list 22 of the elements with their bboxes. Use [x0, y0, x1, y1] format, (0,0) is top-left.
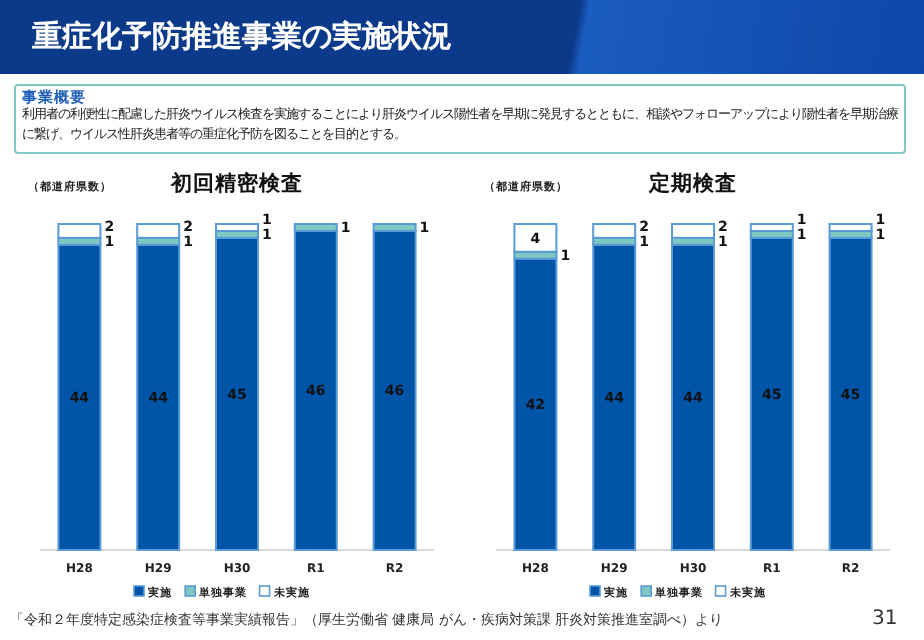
bar — [372, 229, 417, 551]
bar — [671, 223, 715, 239]
chart-title: 初回精密検査 — [169, 170, 303, 196]
bar — [671, 243, 715, 551]
bar — [215, 223, 259, 232]
bar — [513, 223, 558, 253]
bar — [592, 223, 637, 239]
text: 31 — [872, 608, 898, 630]
bar — [592, 243, 637, 551]
bar — [136, 243, 181, 551]
text: 重症化予防推進事業の実施状況 — [32, 18, 452, 56]
bar — [749, 223, 794, 232]
bar — [215, 236, 259, 551]
bar — [57, 243, 102, 551]
bar — [57, 223, 102, 239]
bar — [136, 223, 181, 239]
bar — [749, 236, 794, 551]
chart-title: 定期検査 — [647, 170, 737, 196]
bar — [293, 229, 338, 551]
bar — [513, 257, 558, 551]
bar — [828, 223, 873, 232]
bar — [828, 236, 873, 551]
